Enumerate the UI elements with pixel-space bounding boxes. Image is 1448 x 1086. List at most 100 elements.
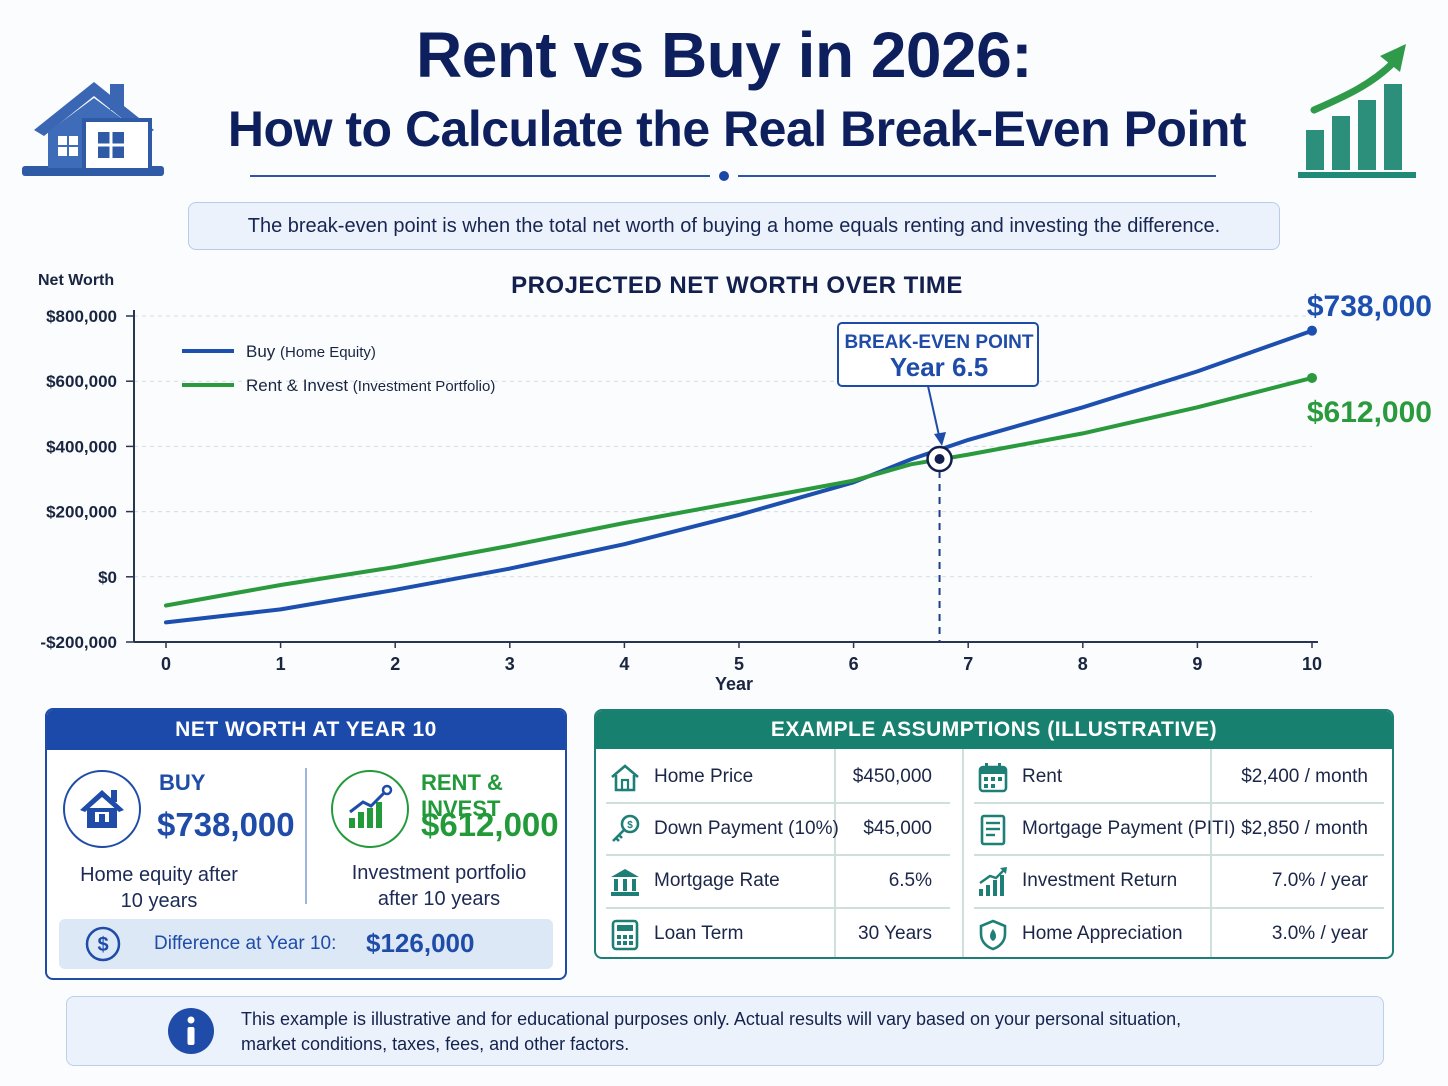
- row-divider: [974, 802, 1384, 804]
- assumption-value: $2,400 / month: [1241, 766, 1368, 787]
- break-even-pointer: [927, 385, 941, 441]
- bar-growth-icon: [979, 867, 1007, 896]
- net-worth-panel-title: NET WORTH AT YEAR 10: [47, 710, 565, 750]
- x-axis-label: Year: [715, 674, 753, 694]
- page-subtitle: How to Calculate the Real Break-Even Poi…: [227, 101, 1247, 157]
- house-icon: [22, 82, 164, 176]
- legend-entry: Rent & Invest (Investment Portfolio): [246, 376, 495, 395]
- assumption-label: Rent: [1022, 766, 1063, 787]
- assumption-row-loan-term: Loan Term 30 Years: [596, 908, 962, 957]
- break-even-value: Year 6.5: [890, 352, 988, 382]
- difference-box: $ Difference at Year 10: $126,000: [59, 919, 553, 969]
- chart-title: PROJECTED NET WORTH OVER TIME: [511, 272, 963, 299]
- assumption-label: Mortgage Payment (PITI): [1022, 818, 1236, 839]
- assumption-value: $450,000: [852, 766, 932, 787]
- title-divider-left: [250, 175, 710, 177]
- x-tick-label: 5: [734, 654, 744, 674]
- rent-end-point: [1307, 372, 1317, 383]
- buy-label: BUY: [159, 770, 206, 795]
- page-title: Rent vs Buy in 2026:: [416, 19, 1033, 91]
- assumption-value: 30 Years: [858, 923, 932, 944]
- x-tick-label: 3: [505, 654, 515, 674]
- y-tick-label: $800,000: [46, 307, 117, 326]
- y-tick-label: $0: [98, 568, 117, 587]
- net-worth-chart: -$200,000 $0 $200,000 $400,000 $600,000 $800,…: [40, 290, 1432, 694]
- difference-label: Difference at Year 10:: [154, 933, 337, 954]
- rent-description: Investment portfolio after 10 years: [351, 862, 527, 910]
- shield-icon: [979, 919, 1007, 951]
- break-even-arrowhead: [934, 432, 946, 446]
- assumption-row-rent: Rent $2,400 / month: [964, 751, 1392, 803]
- row-divider: [606, 854, 950, 856]
- assumption-label: Loan Term: [654, 923, 744, 944]
- net-worth-panel: NET WORTH AT YEAR 10 BUY $738,000 Home e…: [45, 708, 567, 980]
- x-tick-label: 9: [1192, 654, 1202, 674]
- assumption-label: Down Payment (10%): [654, 818, 839, 839]
- buy-end-point: [1307, 325, 1317, 336]
- key-icon: $: [612, 814, 640, 842]
- assumptions-center-divider: [962, 749, 964, 957]
- buy-value: $738,000: [157, 806, 295, 843]
- assumption-label: Investment Return: [1022, 870, 1178, 891]
- document-icon: [980, 814, 1006, 846]
- x-tick-label: 0: [161, 654, 171, 674]
- right-value-divider: [1210, 749, 1212, 957]
- assumption-row-home-price: Home Price $450,000: [596, 751, 962, 803]
- rent-value: $612,000: [421, 806, 559, 843]
- assumptions-panel: EXAMPLE ASSUMPTIONS (ILLUSTRATIVE) Home …: [594, 709, 1394, 959]
- break-even-marker-dot: [934, 454, 945, 464]
- series-end-labels: $738,000 $612,000: [1307, 290, 1432, 429]
- break-even-callout: [837, 322, 1039, 387]
- x-tick-label: 2: [390, 654, 400, 674]
- assumption-value: $2,850 / month: [1241, 818, 1368, 839]
- rent-series-line: [164, 375, 1314, 608]
- assumption-row-down-payment: $ Down Payment (10%) $45,000: [596, 803, 962, 855]
- disclaimer-text: This example is illustrative and for edu…: [241, 1009, 1182, 1054]
- assumption-label: Home Price: [654, 766, 754, 787]
- row-divider: [606, 907, 950, 909]
- chart-legend: Buy (Home Equity) Rent & Invest (Investme…: [182, 342, 495, 395]
- assumption-label: Home Appreciation: [1022, 923, 1183, 944]
- assumption-label: Mortgage Rate: [654, 870, 780, 891]
- disclaimer-box: This example is illustrative and for edu…: [66, 996, 1384, 1066]
- difference-value: $126,000: [366, 928, 475, 958]
- assumption-row-mortgage-rate: Mortgage Rate 6.5%: [596, 855, 962, 907]
- title-divider-right: [738, 175, 1216, 177]
- y-tick-label: -$200,000: [40, 633, 117, 652]
- assumption-row-home-appreciation: Home Appreciation 3.0% / year: [964, 908, 1392, 957]
- assumptions-title: EXAMPLE ASSUMPTIONS (ILLUSTRATIVE): [596, 711, 1392, 749]
- x-tick-labels: 0 1 2 3 4 5 6 7 8 9 10: [161, 654, 1322, 674]
- svg-text:$: $: [627, 820, 633, 831]
- calculator-icon: [611, 919, 639, 951]
- svg-text:$: $: [97, 934, 108, 956]
- row-divider: [974, 907, 1384, 909]
- y-tick-label: $200,000: [46, 503, 117, 522]
- calendar-icon: [978, 763, 1008, 793]
- row-divider: [606, 802, 950, 804]
- rent-growth-icon: [331, 770, 409, 848]
- y-tick-label: $600,000: [46, 372, 117, 391]
- dollar-icon: $: [85, 926, 121, 962]
- assumption-value: 6.5%: [888, 870, 932, 891]
- growth-chart-icon: [1298, 44, 1416, 178]
- break-even-label: BREAK-EVEN POINT: [845, 332, 1034, 353]
- home-outline-icon: [611, 764, 639, 792]
- buy-series-line: [164, 328, 1314, 625]
- buy-description: Home equity after 10 years: [80, 864, 238, 912]
- rent-label: RENT & INVEST: [421, 770, 503, 821]
- y-tick-label: $400,000: [46, 437, 117, 456]
- x-tick-label: 8: [1078, 654, 1088, 674]
- x-tick-label: 10: [1302, 654, 1322, 674]
- chart-axes: [126, 310, 1318, 648]
- buy-house-icon: [63, 770, 141, 848]
- info-icon: [168, 1008, 214, 1054]
- definition-banner: The break-even point is when the total n…: [188, 202, 1280, 250]
- x-tick-label: 1: [276, 654, 286, 674]
- assumption-value: $45,000: [863, 818, 932, 839]
- x-tick-label: 6: [849, 654, 859, 674]
- row-divider: [974, 854, 1384, 856]
- assumption-row-mortgage-payment: Mortgage Payment (PITI) $2,850 / month: [964, 803, 1392, 855]
- assumption-row-investment-return: Investment Return 7.0% / year: [964, 855, 1392, 907]
- x-tick-label: 7: [963, 654, 973, 674]
